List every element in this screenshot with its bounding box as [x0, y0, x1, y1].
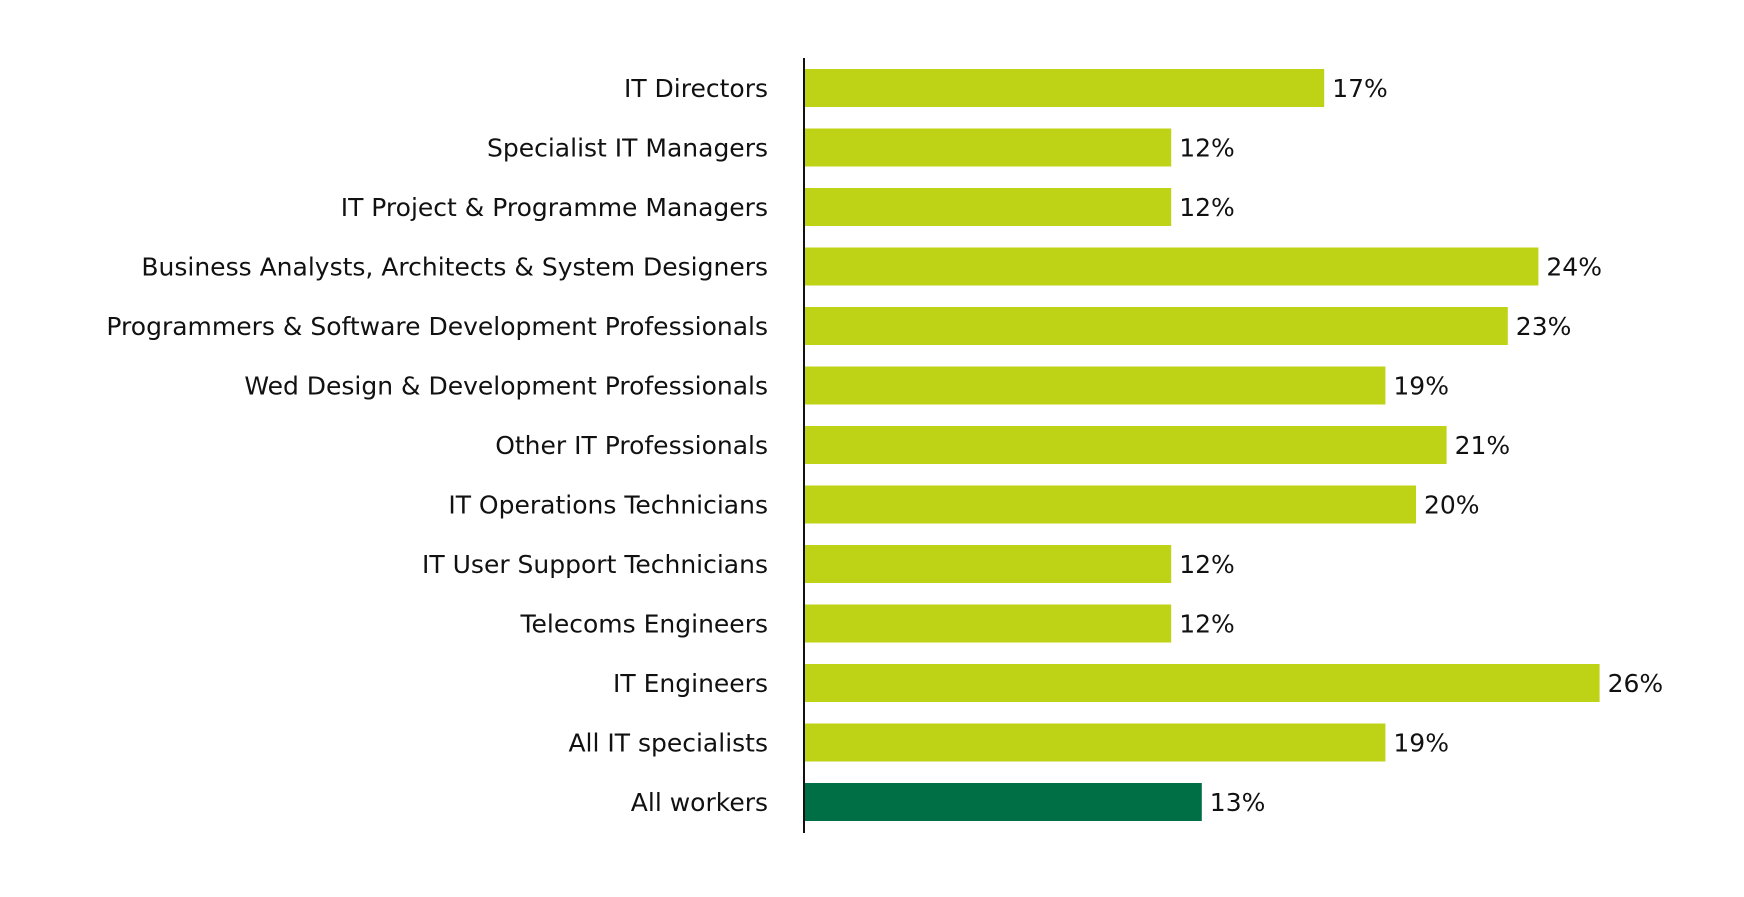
category-label: Other IT Professionals [495, 431, 768, 460]
bar [804, 128, 1172, 167]
category-label: All IT specialists [568, 729, 768, 758]
category-label: IT User Support Technicians [422, 550, 768, 579]
category-label: Programmers & Software Development Profe… [106, 312, 768, 341]
value-label: 12% [1179, 134, 1235, 163]
bar [804, 188, 1172, 226]
value-label: 12% [1179, 193, 1235, 222]
bar [804, 307, 1508, 345]
bar [804, 604, 1172, 643]
category-label: Business Analysts, Architects & System D… [141, 253, 768, 282]
category-label: Wed Design & Development Professionals [244, 372, 768, 401]
bar [804, 366, 1386, 405]
value-label: 21% [1455, 431, 1511, 460]
bar [804, 485, 1416, 524]
value-labels-group: 17% 12% 12% 24% 23% 19% 21% 20% 12% 12% 26% 19% 13% [1179, 74, 1663, 817]
value-label: 13% [1210, 788, 1266, 817]
value-label: 26% [1608, 669, 1664, 698]
category-label: IT Directors [624, 74, 768, 103]
category-label: IT Project & Programme Managers [341, 193, 768, 222]
bar [804, 783, 1202, 821]
bar [804, 247, 1539, 286]
bar [804, 545, 1172, 583]
value-label: 20% [1424, 491, 1480, 520]
bar [804, 723, 1386, 762]
value-label: 24% [1546, 253, 1602, 282]
value-label: 12% [1179, 610, 1235, 639]
category-label: IT Operations Technicians [448, 491, 768, 520]
category-label: Specialist IT Managers [487, 134, 768, 163]
value-label: 19% [1393, 729, 1449, 758]
category-label: Telecoms Engineers [520, 610, 768, 639]
value-label: 19% [1393, 372, 1449, 401]
bar [804, 426, 1447, 464]
category-labels-group: IT Directors Specialist IT Managers IT Pro… [106, 74, 768, 817]
bar [804, 69, 1325, 107]
value-label: 17% [1332, 74, 1388, 103]
bars-group [804, 69, 1600, 821]
value-label: 23% [1516, 312, 1572, 341]
category-label: IT Engineers [613, 669, 768, 698]
bar [804, 664, 1600, 702]
category-label: All workers [631, 788, 768, 817]
value-label: 12% [1179, 550, 1235, 579]
